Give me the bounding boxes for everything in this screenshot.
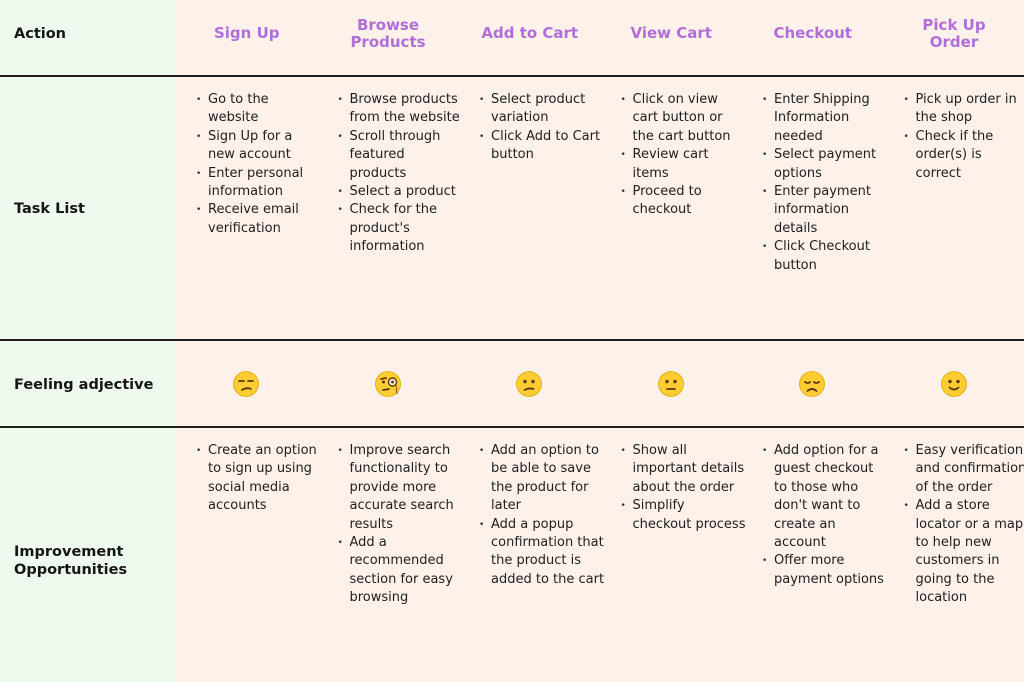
task-item: Select product variation [478, 91, 606, 128]
slightly-smiling-face-icon [940, 371, 967, 397]
improvement-list: Create an option to sign up using social… [195, 442, 323, 516]
task-item: Pick up order in the shop [903, 91, 1024, 128]
divider-feeling [0, 426, 1024, 428]
improvement-item: Add a popup confirmation that the produc… [478, 516, 606, 590]
task-item: Click Checkout button [761, 238, 889, 275]
task-item: Select payment options [761, 146, 889, 183]
stage-header: View Cart [630, 24, 712, 42]
stage-header: Sign Up [213, 24, 280, 42]
improvement-list: Easy verification and confirmation of th… [903, 442, 1024, 608]
neutral-face-icon [657, 371, 684, 397]
confused-face-icon [516, 371, 542, 397]
row-label-feeling: Feeling adjective [14, 377, 154, 393]
task-item: Check for the product's information [337, 201, 465, 256]
task-item: Browse products from the website [337, 91, 465, 128]
row-label-task-list: Task List [14, 201, 85, 217]
improvement-item: Offer more payment options [761, 552, 889, 589]
task-item: Proceed to checkout [620, 183, 748, 220]
divider-tasks [0, 339, 1024, 341]
task-item: Enter payment information details [761, 183, 889, 238]
task-list: Pick up order in the shopCheck if the or… [903, 91, 1024, 183]
improvement-item: Simplify checkout process [620, 497, 748, 534]
unamused-face-icon [233, 371, 259, 397]
improvement-item: Easy verification and confirmation of th… [903, 442, 1024, 497]
stage-header: Pick Up Order [922, 16, 986, 51]
improvement-item: Add option for a guest checkout to those… [761, 442, 889, 552]
disappointed-face-icon [799, 371, 825, 397]
stage-header: Browse Products [350, 16, 426, 51]
task-list: Go to the websiteSign Up for a new accou… [195, 91, 323, 238]
monocle-face-icon [374, 371, 401, 397]
task-item: Click on view cart button or the cart bu… [620, 91, 748, 146]
improvement-list: Show all important details about the ord… [620, 442, 748, 534]
task-list: Select product variationClick Add to Car… [478, 91, 606, 165]
task-item: Select a product [337, 183, 465, 202]
improvement-list: Improve search functionality to provide … [337, 442, 465, 608]
task-item: Sign Up for a new account [195, 128, 323, 165]
divider-header [0, 75, 1024, 77]
row-label-action: Action [14, 26, 67, 42]
task-item: Receive email verification [195, 201, 323, 238]
improvement-item: Add a recommended section for easy brows… [337, 534, 465, 608]
improvement-list: Add an option to be able to save the pro… [478, 442, 606, 589]
task-item: Check if the order(s) is correct [903, 128, 1024, 183]
row-label-improvements: Improvement Opportunities [14, 544, 128, 578]
task-list: Browse products from the websiteScroll t… [337, 91, 465, 257]
improvement-item: Show all important details about the ord… [620, 442, 748, 497]
improvement-item: Create an option to sign up using social… [195, 442, 323, 516]
stage-header: Checkout [773, 24, 852, 42]
row-label-column [0, 0, 176, 682]
task-item: Click Add to Cart button [478, 128, 606, 165]
improvement-list: Add option for a guest checkout to those… [761, 442, 889, 589]
improvement-item: Improve search functionality to provide … [337, 442, 465, 534]
task-list: Enter Shipping Information neededSelect … [761, 91, 889, 275]
improvement-item: Add an option to be able to save the pro… [478, 442, 606, 516]
task-item: Review cart items [620, 146, 748, 183]
improvement-item: Add a store locator or a map to help new… [903, 497, 1024, 607]
task-item: Enter personal information [195, 165, 323, 202]
task-item: Enter Shipping Information needed [761, 91, 889, 146]
stage-header: Add to Cart [481, 24, 579, 42]
task-list: Click on view cart button or the cart bu… [620, 91, 748, 220]
task-item: Go to the website [195, 91, 323, 128]
task-item: Scroll through featured products [337, 128, 465, 183]
